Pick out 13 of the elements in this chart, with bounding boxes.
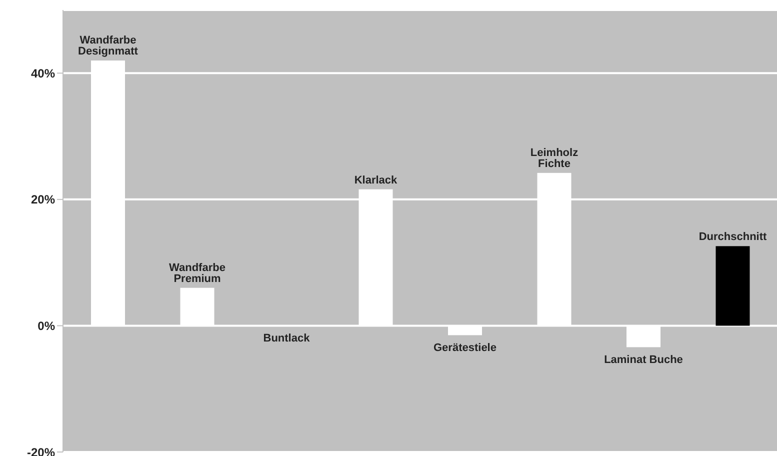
y-tick-label: 20% bbox=[30, 192, 56, 207]
y-tick-label: -20% bbox=[26, 445, 56, 456]
x-tick-label: Durchschnitt bbox=[698, 231, 767, 244]
x-tick-label: Wandfarbe Designmatt bbox=[78, 34, 138, 58]
x-tick-label: Klarlack bbox=[354, 174, 398, 186]
x-tick-label: Wandfarbe Premium bbox=[169, 262, 226, 285]
x-tick-label: Leimholz Fichte bbox=[530, 146, 579, 170]
x-tick-label: Gerätestiele bbox=[434, 342, 496, 354]
y-tick-label: 40% bbox=[30, 66, 56, 80]
x-tick-label: Laminat Buche bbox=[604, 354, 683, 366]
y-tick-label: 0% bbox=[38, 318, 56, 333]
bar bbox=[716, 246, 750, 326]
x-tick-label: Buntlack bbox=[263, 332, 311, 345]
